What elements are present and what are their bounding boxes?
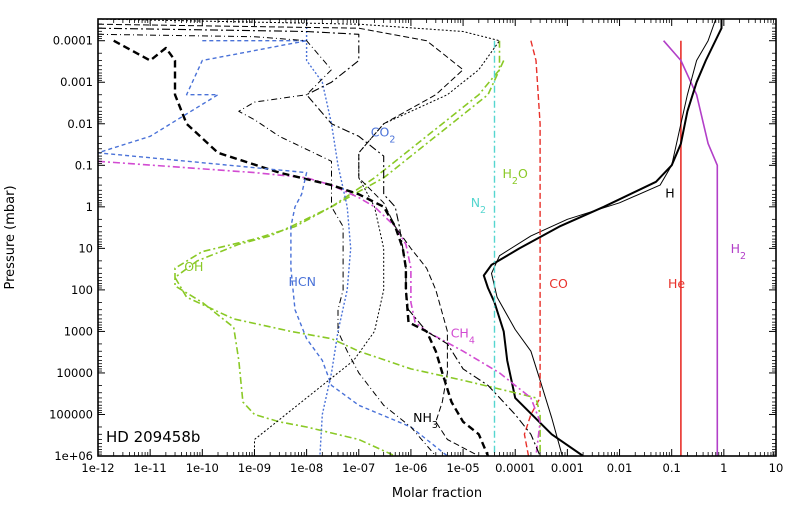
x-tick-label: 1e-10 — [186, 461, 219, 475]
x-tick-0 — [97, 19, 149, 456]
x-tick-8 — [514, 19, 566, 456]
series-label-oh: OH — [184, 259, 203, 274]
series-line-4 — [523, 40, 541, 456]
x-tick-label: 0.01 — [607, 461, 633, 475]
series-line-1 — [662, 40, 719, 456]
x-tick-label: 1e-08 — [290, 461, 323, 475]
y-tick-label: 0.0001 — [53, 34, 93, 48]
x-tick-1 — [149, 19, 201, 456]
series-line-14 — [98, 33, 437, 456]
y-tick-label: 100 — [71, 283, 93, 297]
series-label-h2o: H2O — [503, 166, 528, 187]
series-label-he: He — [668, 276, 685, 291]
series-line-7 — [98, 160, 541, 456]
x-axis-label: Molar fraction — [392, 486, 482, 501]
y-tick-label: 100000 — [49, 407, 93, 421]
y-tick-6 — [98, 289, 776, 330]
series-line-11 — [305, 19, 352, 456]
y-tick-label: 0.01 — [67, 117, 93, 131]
series-line-9 — [113, 39, 490, 456]
series-line-2 — [482, 19, 723, 456]
y-tick-3 — [98, 164, 776, 206]
x-tick-label: 1e-06 — [394, 461, 427, 475]
series-line-10 — [98, 40, 448, 456]
series-line-15 — [98, 19, 500, 456]
y-tick-5 — [98, 247, 776, 289]
y-tick-7 — [98, 330, 776, 372]
x-tick-label: 0.001 — [551, 461, 584, 475]
series-label-h2: H2 — [731, 241, 746, 262]
y-tick-label: 1000 — [64, 324, 93, 338]
series-line-6 — [174, 60, 505, 456]
y-tick-label: 0.001 — [60, 75, 93, 89]
series-label-hcn: HCN — [289, 274, 316, 289]
x-tick-label: 1e-07 — [342, 461, 375, 475]
x-tick-12 — [723, 19, 775, 456]
x-tick-label: 1e-12 — [81, 461, 114, 475]
y-tick-label: 1 — [86, 200, 93, 214]
x-tick-label: 0.1 — [663, 461, 681, 475]
series-labels-layer: He H2 H CO H2O OH CH4 N2 NH3 HCN CO2 — [184, 124, 746, 430]
x-tick-label: 1e-11 — [134, 461, 167, 475]
y-tick-label: 10 — [78, 241, 93, 255]
x-tick-2 — [201, 19, 253, 456]
series-label-ch4: CH4 — [451, 326, 475, 347]
series-label-co: CO — [549, 276, 568, 291]
x-tick-3 — [253, 19, 305, 456]
x-tick-label: 1 — [720, 461, 727, 475]
y-tick-1 — [98, 81, 776, 123]
x-tick-label: 1e-05 — [446, 461, 479, 475]
series-line-12 — [98, 27, 541, 456]
x-tick-label: 0.0001 — [495, 461, 535, 475]
plot-frame — [97, 18, 777, 457]
y-tick-label: 0.1 — [75, 158, 93, 172]
y-tick-label: 1e+06 — [54, 449, 93, 463]
series-line-5 — [174, 40, 541, 456]
planet-annotation: HD 209458b — [106, 428, 200, 446]
x-tick-5 — [358, 19, 409, 456]
x-tick-4 — [306, 19, 357, 456]
y-tick-8 — [98, 372, 776, 413]
x-tick-6 — [410, 19, 462, 456]
series-layer — [98, 19, 723, 456]
y-tick-label: 10000 — [56, 366, 93, 380]
series-label-co2: CO2 — [371, 124, 396, 145]
x-tick-7 — [462, 19, 514, 456]
series-line-13 — [98, 23, 480, 456]
x-tick-label: 1e-09 — [238, 461, 271, 475]
x-tick-label: 10 — [769, 461, 784, 475]
series-label-h: H — [665, 186, 674, 201]
x-tick-9 — [566, 19, 618, 456]
y-tick-0 — [98, 40, 776, 81]
x-tick-11 — [671, 19, 722, 456]
y-axis-label: Pressure (mbar) — [3, 185, 18, 289]
y-tick-9 — [98, 413, 776, 455]
series-label-nh3: NH3 — [413, 410, 438, 431]
series-line-3 — [491, 19, 717, 456]
ticks-layer: 1e-12 1e-11 1e-10 1e-09 1e-08 1e-07 1e-06 1e-05… — [49, 18, 784, 475]
series-label-n2: N2 — [471, 195, 486, 216]
x-tick-10 — [619, 19, 670, 456]
y-tick-4 — [98, 206, 776, 247]
y-tick-2 — [98, 123, 776, 164]
